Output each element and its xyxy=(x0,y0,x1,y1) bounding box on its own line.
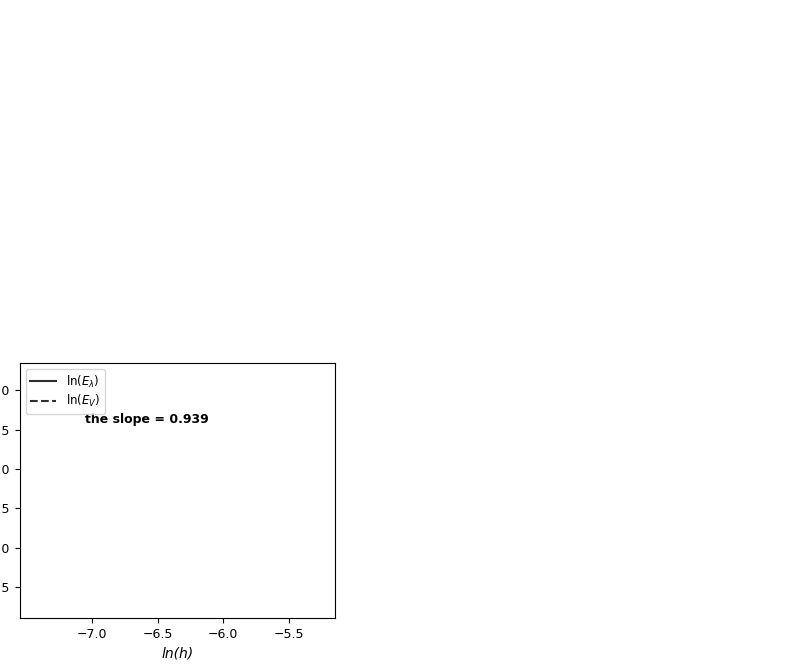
X-axis label: ln(h): ln(h) xyxy=(162,646,193,661)
Legend: $\ln(E_\lambda)$, $\ln(E_V)$: $\ln(E_\lambda)$, $\ln(E_V)$ xyxy=(25,369,105,414)
Text: the slope = 0.939: the slope = 0.939 xyxy=(85,413,209,426)
